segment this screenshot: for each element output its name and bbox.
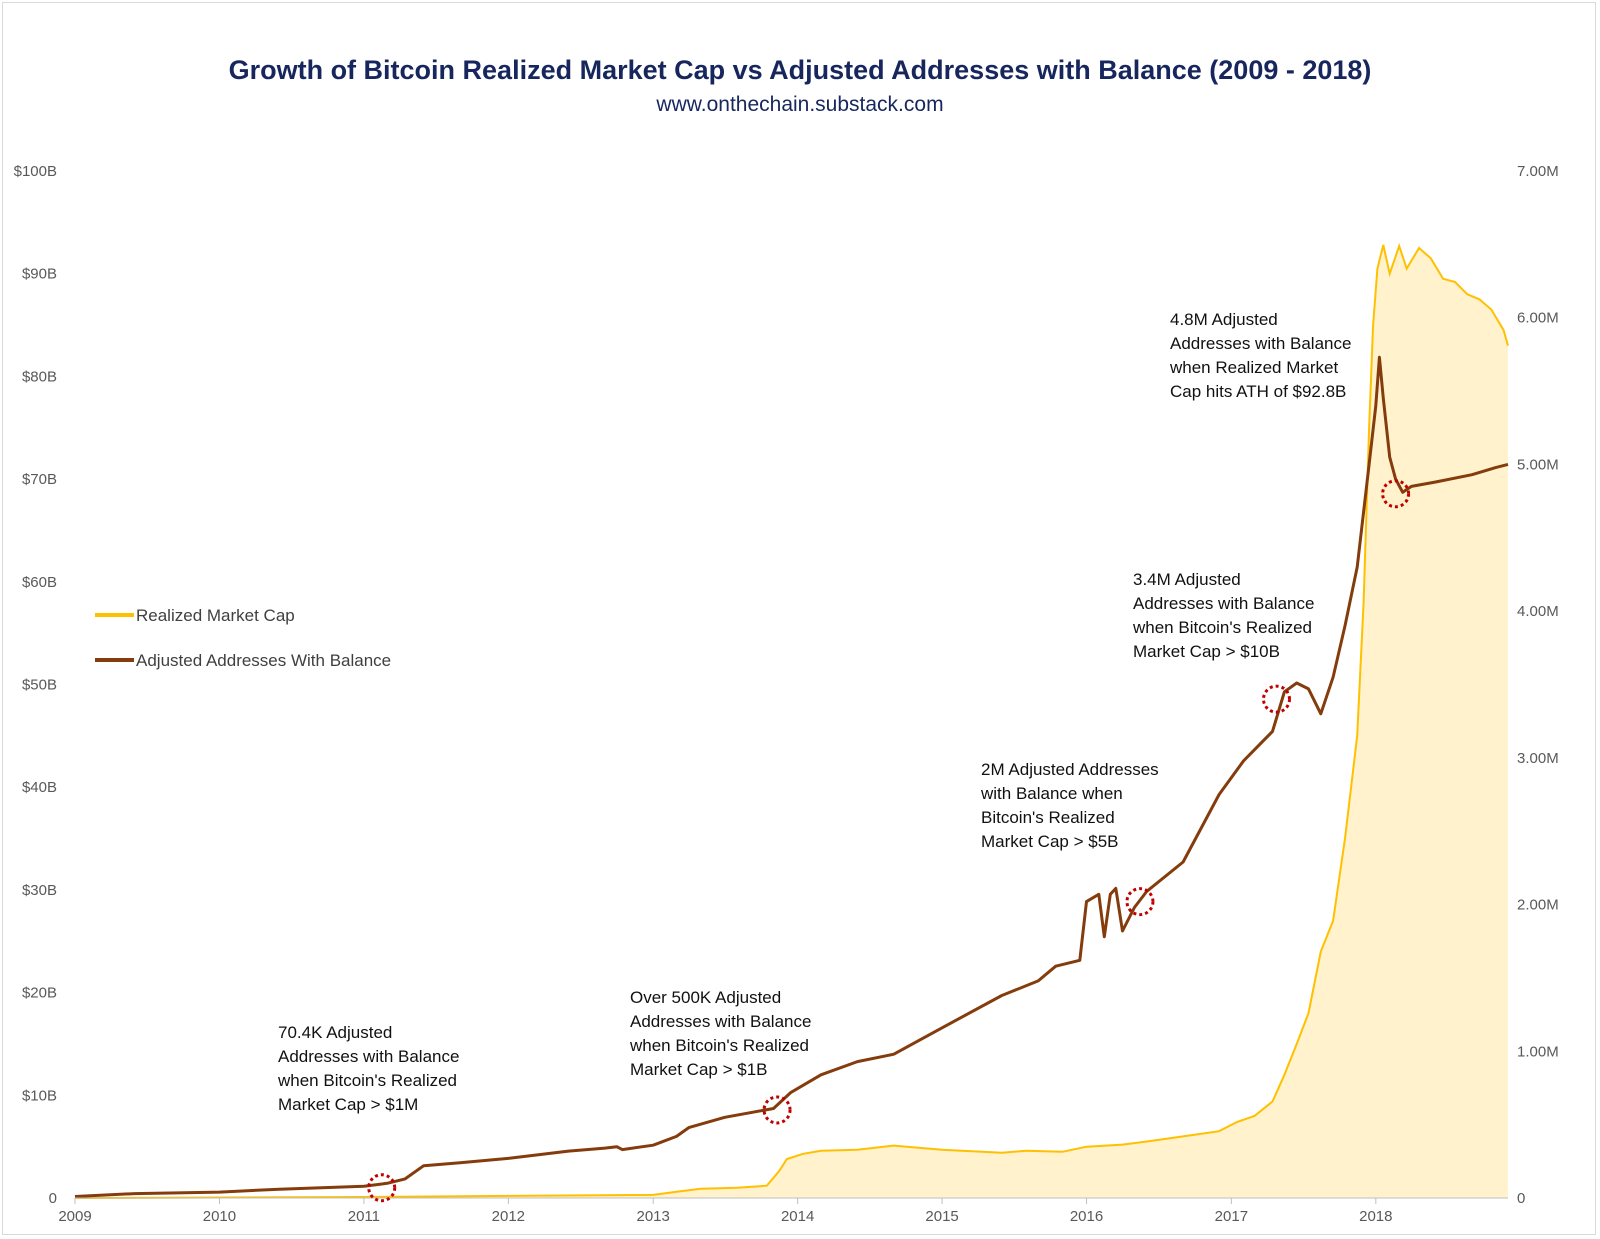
y-right-tick-label: 3.00M bbox=[1517, 750, 1559, 767]
annotation-line: 3.4M Adjusted bbox=[1133, 570, 1241, 589]
annotation-line: 70.4K Adjusted bbox=[278, 1023, 392, 1042]
x-tick-label: 2011 bbox=[348, 1208, 380, 1225]
annotation-marker bbox=[1261, 684, 1291, 714]
annotation-line: when Bitcoin's Realized bbox=[629, 1036, 809, 1055]
annotation-line: Bitcoin's Realized bbox=[981, 808, 1115, 827]
y-left-tick-label: $80B bbox=[22, 368, 57, 385]
y-right-tick-label: 6.00M bbox=[1517, 310, 1559, 327]
legend: Realized Market Cap Adjusted Addresses Wi… bbox=[95, 606, 391, 670]
annotation-line: Market Cap > $10B bbox=[1133, 642, 1280, 661]
annotation-line: Market Cap > $1B bbox=[630, 1060, 768, 1079]
market-cap-line bbox=[74, 242, 1509, 1199]
legend-label: Adjusted Addresses With Balance bbox=[136, 651, 391, 670]
y-left-tick-label: $30B bbox=[22, 882, 57, 899]
y-left-tick-label: 0 bbox=[49, 1190, 57, 1207]
annotation-line: Cap hits ATH of $92.8B bbox=[1170, 382, 1346, 401]
annotation-line: when Bitcoin's Realized bbox=[277, 1071, 457, 1090]
annotation-line: when Bitcoin's Realized bbox=[1132, 618, 1312, 637]
x-tick-label: 2015 bbox=[925, 1208, 958, 1225]
market-cap-area bbox=[75, 244, 1508, 1198]
annotation-line: Market Cap > $1M bbox=[278, 1095, 418, 1114]
annotation-marker bbox=[1381, 479, 1411, 509]
y-left-tick-label: $40B bbox=[22, 779, 57, 796]
y-right-tick-label: 2.00M bbox=[1517, 897, 1559, 914]
annotation-text: Over 500K Adjusted Addresses with Balance… bbox=[629, 988, 811, 1079]
y-right-tick-label: 1.00M bbox=[1517, 1043, 1559, 1060]
annotation-text: 70.4K Adjusted Addresses with Balance when… bbox=[277, 1023, 459, 1114]
annotation-line: 4.8M Adjusted bbox=[1170, 310, 1278, 329]
series-layer bbox=[74, 242, 1509, 1199]
x-tick-label: 2018 bbox=[1359, 1208, 1392, 1225]
annotation-text: 2M Adjusted Addresses with Balance when Bi… bbox=[980, 760, 1159, 851]
y-left-tick-label: $50B bbox=[22, 677, 57, 694]
chart-title: Growth of Bitcoin Realized Market Cap vs… bbox=[228, 55, 1372, 85]
y-right-tick-label: 5.00M bbox=[1517, 456, 1559, 473]
x-tick-label: 2010 bbox=[203, 1208, 236, 1225]
y-left-tick-label: $70B bbox=[22, 471, 57, 488]
annotation-line: with Balance when bbox=[980, 784, 1123, 803]
annotation-marker bbox=[1125, 887, 1155, 917]
x-tick-label: 2013 bbox=[636, 1208, 669, 1225]
annotation-marker bbox=[762, 1095, 792, 1125]
annotation-text: 3.4M Adjusted Addresses with Balance when … bbox=[1132, 570, 1314, 661]
annotation-text: 4.8M Adjusted Addresses with Balance when … bbox=[1169, 310, 1351, 401]
y-left-tick-label: $10B bbox=[22, 1087, 57, 1104]
x-tick-label: 2017 bbox=[1215, 1208, 1248, 1225]
legend-label: Realized Market Cap bbox=[136, 606, 295, 625]
annotation-line: Addresses with Balance bbox=[1170, 334, 1351, 353]
annotation-layer: 70.4K Adjusted Addresses with Balance when… bbox=[277, 310, 1411, 1203]
annotation-marker bbox=[367, 1173, 397, 1203]
x-tick-label: 2014 bbox=[781, 1208, 814, 1225]
annotation-line: Over 500K Adjusted bbox=[630, 988, 781, 1007]
annotation-line: Market Cap > $5B bbox=[981, 832, 1119, 851]
y-right-tick-label: 7.00M bbox=[1517, 163, 1559, 180]
annotation-line: Addresses with Balance bbox=[630, 1012, 811, 1031]
y-right-tick-label: 4.00M bbox=[1517, 603, 1559, 620]
y-left-tick-label: $90B bbox=[22, 266, 57, 283]
x-tick-label: 2012 bbox=[492, 1208, 525, 1225]
chart-subtitle: www.onthechain.substack.com bbox=[656, 93, 944, 116]
y-left-tick-label: $60B bbox=[22, 574, 57, 591]
x-tick-label: 2009 bbox=[58, 1208, 91, 1225]
annotation-line: 2M Adjusted Addresses bbox=[981, 760, 1159, 779]
axis-layer: 2009 2010 2011 2012 2013 2014 2015 2016 2017 2018… bbox=[14, 163, 1559, 1225]
y-left-tick-label: $100B bbox=[14, 163, 57, 180]
y-right-tick-label: 0 bbox=[1517, 1190, 1525, 1207]
addresses-line bbox=[74, 355, 1509, 1198]
annotation-line: Addresses with Balance bbox=[1133, 594, 1314, 613]
annotation-line: when Realized Market bbox=[1169, 358, 1338, 377]
x-tick-label: 2016 bbox=[1070, 1208, 1103, 1225]
annotation-line: Addresses with Balance bbox=[278, 1047, 459, 1066]
y-left-tick-label: $20B bbox=[22, 985, 57, 1002]
